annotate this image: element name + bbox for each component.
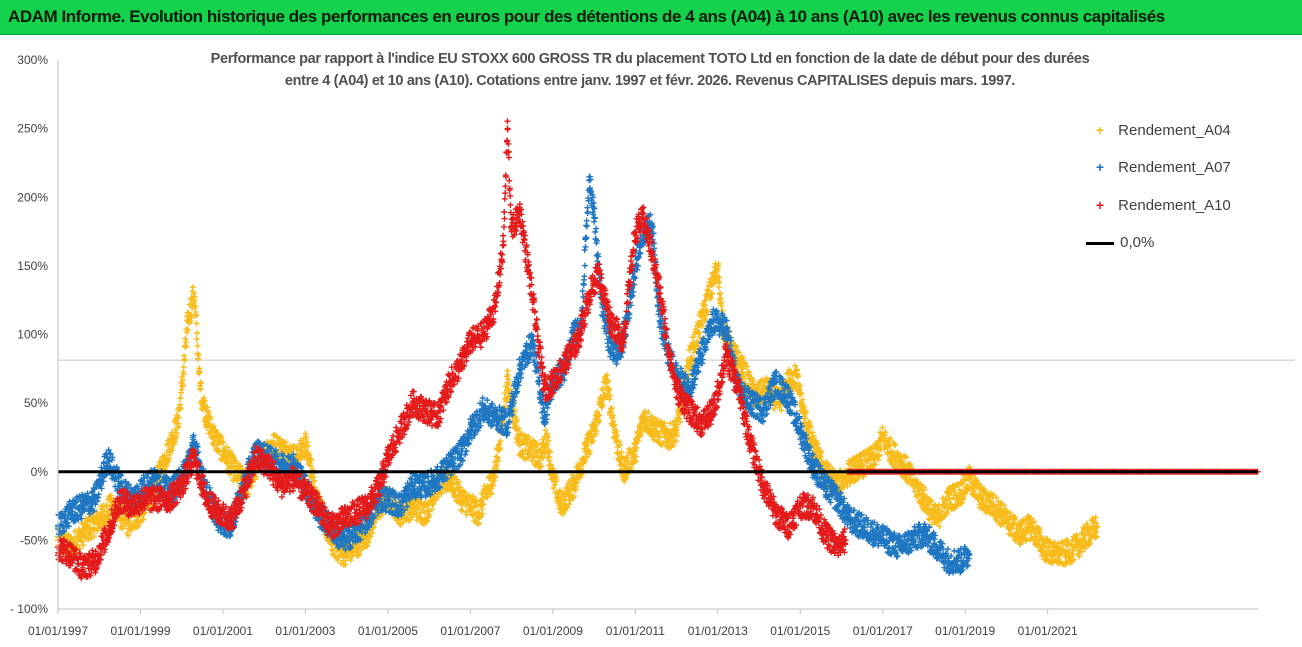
a04-point bbox=[84, 521, 91, 528]
a04-point bbox=[193, 320, 200, 327]
a04-point bbox=[184, 327, 191, 334]
a04-point bbox=[175, 423, 182, 430]
a04-point bbox=[192, 302, 199, 309]
a04-point bbox=[245, 490, 252, 497]
a04-point bbox=[304, 443, 311, 450]
a04-point bbox=[171, 419, 178, 426]
a04-point bbox=[182, 335, 189, 342]
banner-title: ADAM Informe. Evolution historique des p… bbox=[8, 7, 1165, 26]
a04-point bbox=[207, 414, 214, 421]
a04-point bbox=[302, 446, 309, 453]
a04-point bbox=[181, 356, 188, 363]
a04-point bbox=[180, 364, 187, 371]
a04-point bbox=[211, 440, 218, 447]
a04-point bbox=[164, 459, 171, 466]
a04-point bbox=[169, 447, 176, 454]
a04-point bbox=[140, 516, 147, 523]
a04-point bbox=[193, 336, 200, 343]
a04-point bbox=[303, 433, 310, 440]
a04-point bbox=[108, 495, 115, 502]
a04-point bbox=[196, 369, 203, 376]
a04-point bbox=[307, 455, 314, 462]
a04-point bbox=[308, 456, 315, 463]
a04-point bbox=[183, 339, 190, 346]
a04-point bbox=[177, 395, 184, 402]
a04-point bbox=[79, 538, 86, 545]
a04-point bbox=[125, 532, 132, 539]
a04-point bbox=[179, 377, 186, 384]
a04-point bbox=[197, 385, 204, 392]
a04-point bbox=[189, 284, 196, 291]
a04-point bbox=[198, 379, 205, 386]
a04-point bbox=[91, 533, 98, 540]
a04-point bbox=[157, 462, 164, 469]
a04-point bbox=[221, 444, 228, 451]
a04-point bbox=[307, 462, 314, 469]
a04-point bbox=[771, 406, 778, 413]
a04-point bbox=[237, 462, 244, 469]
a04-point bbox=[65, 531, 72, 538]
a04-point bbox=[175, 414, 182, 421]
a04-point bbox=[191, 294, 198, 301]
a04-point bbox=[809, 429, 816, 436]
a04-point bbox=[216, 447, 223, 454]
a04-point bbox=[220, 439, 227, 446]
a04-point bbox=[173, 429, 180, 436]
a04-point bbox=[294, 443, 301, 450]
a04-point bbox=[188, 314, 195, 321]
a04-point bbox=[180, 371, 187, 378]
a04-point bbox=[171, 438, 178, 445]
a04-point bbox=[197, 380, 204, 387]
a04-point bbox=[194, 342, 201, 349]
a04-point bbox=[224, 444, 231, 451]
points-layer bbox=[55, 118, 1261, 582]
a04-point bbox=[135, 523, 142, 530]
a04-point bbox=[78, 537, 85, 544]
a04-point bbox=[218, 433, 225, 440]
a04-point bbox=[201, 397, 208, 404]
a04-point bbox=[195, 352, 202, 359]
a04-point bbox=[177, 405, 184, 412]
a04-point bbox=[176, 401, 183, 408]
a04-point bbox=[80, 542, 87, 549]
a04-point bbox=[193, 311, 200, 318]
a04-point bbox=[161, 452, 168, 459]
a04-point bbox=[194, 330, 201, 337]
a04-point bbox=[179, 382, 186, 389]
a04-point bbox=[311, 477, 318, 484]
a04-point bbox=[282, 439, 289, 446]
a04-point bbox=[459, 507, 466, 514]
a04-point bbox=[210, 422, 217, 429]
a04-point bbox=[178, 389, 185, 396]
a04-point bbox=[103, 503, 110, 510]
a04-point bbox=[230, 454, 237, 461]
a04-point bbox=[107, 492, 114, 499]
title-banner: ADAM Informe. Evolution historique des p… bbox=[0, 0, 1302, 35]
